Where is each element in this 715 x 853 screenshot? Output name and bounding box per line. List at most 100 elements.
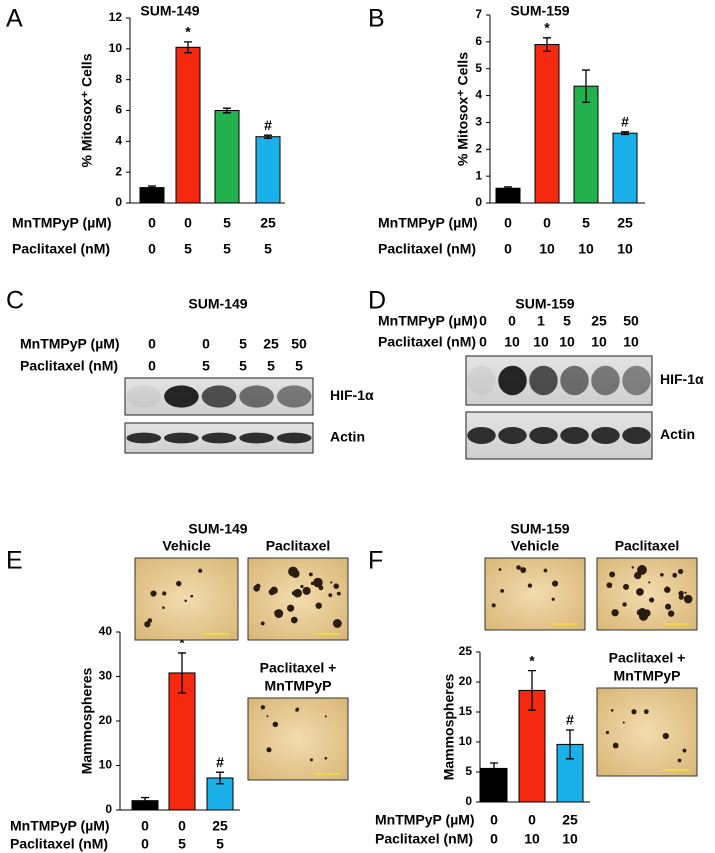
colony xyxy=(622,602,627,607)
colony xyxy=(631,709,637,715)
y-tick-label: 25 xyxy=(459,644,473,658)
condition-value: 5 xyxy=(223,241,231,257)
colony xyxy=(293,588,302,598)
bar xyxy=(495,187,521,204)
band-label: Actin xyxy=(660,426,695,442)
colony xyxy=(162,591,167,596)
blot-band xyxy=(201,432,237,444)
panel-letter: D xyxy=(368,287,386,315)
condition-value: 0 xyxy=(490,812,498,828)
image-label: Paclitaxel xyxy=(615,538,680,554)
y-tick-label: 15 xyxy=(459,704,473,718)
y-tick-label: 2 xyxy=(115,164,122,178)
condition-value: 0 xyxy=(148,336,156,352)
colony xyxy=(636,609,644,616)
colony xyxy=(300,584,304,589)
condition-value: 0 xyxy=(528,812,536,828)
y-tick-label: 7 xyxy=(475,7,482,21)
blot-band xyxy=(276,432,312,444)
condition-label: Paclitaxel (nM) xyxy=(378,334,476,350)
condition-value: 5 xyxy=(178,836,186,852)
colony xyxy=(253,584,260,592)
blot-band xyxy=(498,365,527,396)
colony xyxy=(643,709,649,715)
blot-band xyxy=(560,427,589,444)
error-bar xyxy=(528,669,536,711)
bar xyxy=(214,110,240,204)
condition-value: 10 xyxy=(539,241,555,257)
condition-value: 10 xyxy=(617,241,633,257)
colony xyxy=(274,609,284,618)
condition-value: 10 xyxy=(578,241,594,257)
colony xyxy=(315,602,322,609)
condition-label: MnTMPyP (µM) xyxy=(12,215,112,231)
colony xyxy=(150,590,157,597)
chart-title: SUM-159 xyxy=(510,521,569,537)
image-label: Paclitaxel + xyxy=(609,650,686,666)
colony xyxy=(520,567,527,573)
colony xyxy=(686,598,690,602)
colony xyxy=(552,580,559,587)
colony xyxy=(605,730,610,735)
micrograph xyxy=(484,557,586,631)
condition-value: 5 xyxy=(239,358,247,374)
colony xyxy=(665,603,672,610)
significance-marker: * xyxy=(544,20,550,36)
chart-title: SUM-149 xyxy=(188,521,247,537)
colony xyxy=(649,597,655,603)
colony xyxy=(684,591,687,594)
condition-value: 0 xyxy=(202,336,210,352)
blot-band xyxy=(467,365,496,396)
colony xyxy=(190,594,194,598)
condition-label: MnTMPyP (µM) xyxy=(20,336,120,352)
colony xyxy=(611,609,619,617)
panel-letter: E xyxy=(6,547,23,575)
y-tick-label: 6 xyxy=(475,34,482,48)
colony xyxy=(266,715,269,718)
micrograph xyxy=(596,687,698,777)
colony xyxy=(660,572,664,577)
y-tick-label: 12 xyxy=(109,10,123,24)
colony xyxy=(551,597,555,601)
blot-band xyxy=(529,427,558,444)
colony xyxy=(144,621,151,628)
colony xyxy=(328,593,333,598)
condition-value: 10 xyxy=(524,831,540,847)
bar xyxy=(255,136,281,204)
y-tick-label: 3 xyxy=(475,115,482,129)
image-label: Vehicle xyxy=(162,538,210,554)
y-tick-label: 2 xyxy=(475,141,482,155)
colony xyxy=(677,758,682,763)
condition-value: 5 xyxy=(563,313,571,329)
colony xyxy=(270,586,278,595)
condition-value: 0 xyxy=(148,241,156,257)
y-tick-label: 5 xyxy=(475,61,482,75)
y-tick-label: 30 xyxy=(99,669,113,683)
significance-marker: * xyxy=(179,635,185,651)
colony xyxy=(290,616,298,624)
band-label: HIF-1α xyxy=(660,371,704,387)
colony xyxy=(543,568,548,573)
blot-strip xyxy=(465,355,653,406)
condition-value: 50 xyxy=(623,313,639,329)
colony xyxy=(664,586,671,593)
condition-value: 0 xyxy=(479,334,487,350)
condition-value: 25 xyxy=(212,818,228,834)
blot-band xyxy=(467,427,496,444)
condition-value: 5 xyxy=(184,241,192,257)
error-bar xyxy=(264,134,272,139)
colony xyxy=(678,590,684,597)
condition-value: 0 xyxy=(504,215,512,231)
colony xyxy=(272,721,279,728)
colony xyxy=(332,619,342,628)
blot-band xyxy=(276,385,312,408)
colony xyxy=(162,606,165,610)
colony xyxy=(291,569,300,578)
condition-value: 10 xyxy=(559,334,575,350)
condition-value: 0 xyxy=(148,358,156,374)
error-bar xyxy=(490,762,498,775)
blot-band xyxy=(622,365,651,396)
colony xyxy=(302,586,311,595)
y-tick-label: 8 xyxy=(115,72,122,86)
